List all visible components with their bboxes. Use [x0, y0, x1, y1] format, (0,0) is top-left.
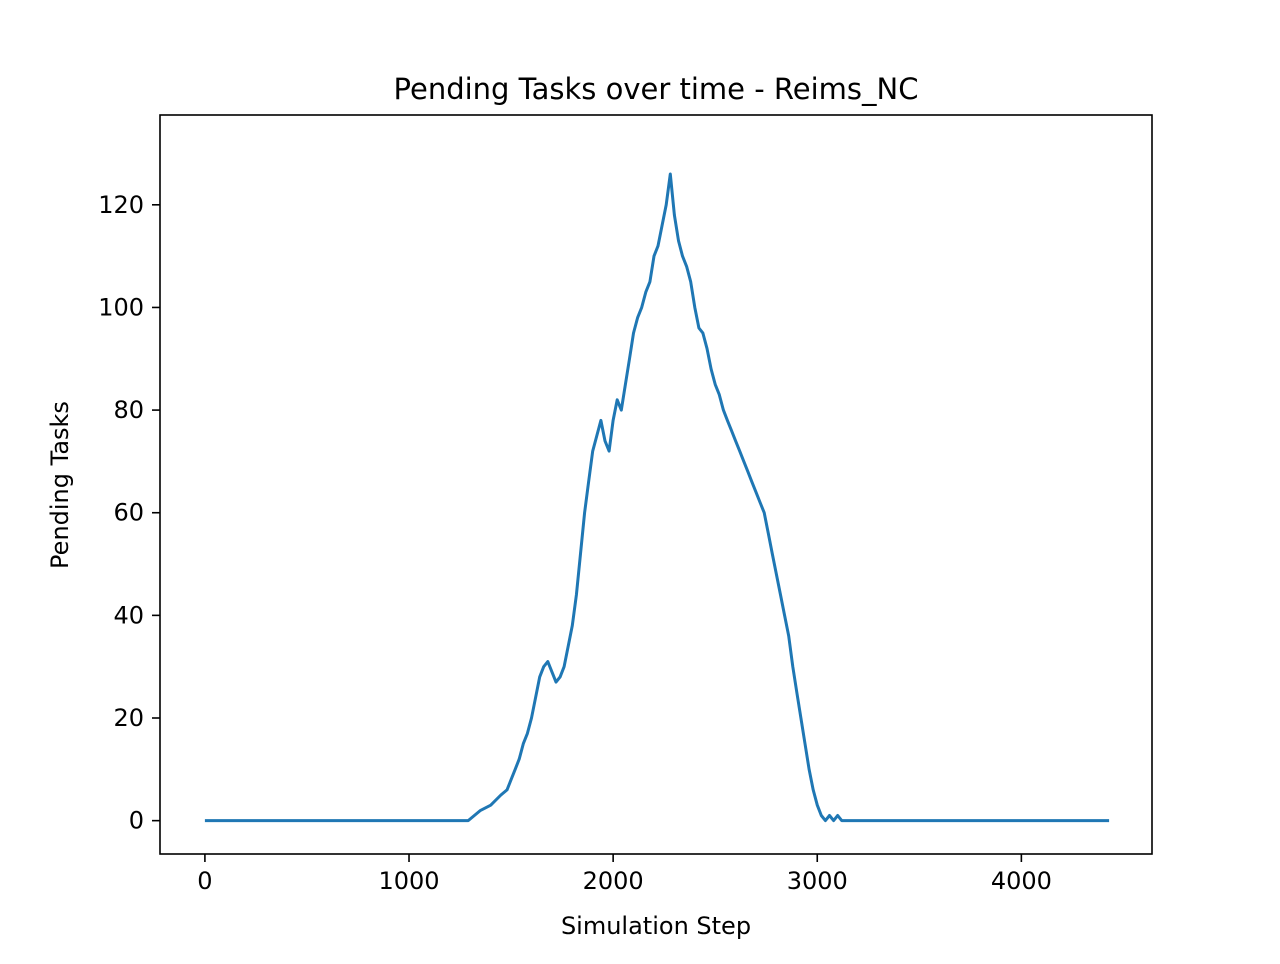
x-tick-label: 2000	[583, 867, 644, 895]
y-tick-label: 0	[129, 807, 144, 835]
y-tick-label: 20	[113, 704, 144, 732]
y-tick-label: 60	[113, 499, 144, 527]
x-axis: 0 1000 2000 3000 4000	[197, 854, 1052, 895]
x-axis-label: Simulation Step	[561, 912, 751, 940]
plot-frame	[159, 114, 1153, 855]
y-tick-label: 100	[98, 293, 144, 321]
chart-title: Pending Tasks over time - Reims_NC	[394, 72, 919, 106]
y-tick-label: 40	[113, 601, 144, 629]
x-tick-label: 4000	[991, 867, 1052, 895]
y-tick-label: 120	[98, 191, 144, 219]
y-axis: 0 20 40 60 80 100 120	[98, 191, 160, 835]
y-tick-label: 80	[113, 396, 144, 424]
x-tick-label: 0	[197, 867, 212, 895]
y-axis-label: Pending Tasks	[46, 401, 74, 569]
x-tick-label: 3000	[787, 867, 848, 895]
x-tick-label: 1000	[378, 867, 439, 895]
plot-area	[204, 172, 1110, 823]
series-line-0	[204, 172, 1110, 823]
